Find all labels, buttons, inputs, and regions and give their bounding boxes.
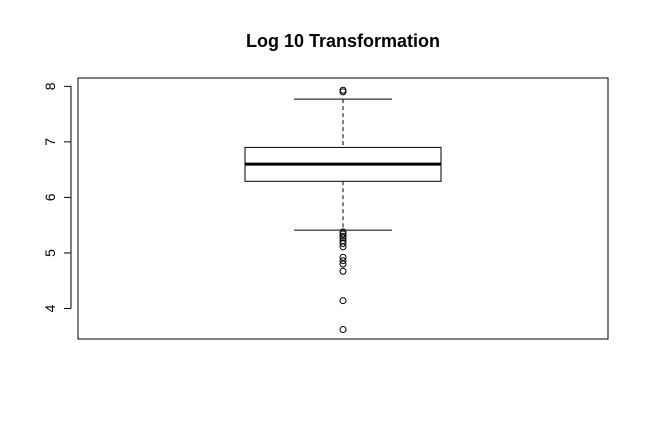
outlier-point xyxy=(339,257,347,265)
outlier-point xyxy=(339,239,347,247)
chart-title: Log 10 Transformation xyxy=(246,31,440,51)
boxplot xyxy=(244,98,442,231)
y-tick-label: 6 xyxy=(42,193,58,201)
outlier-point xyxy=(339,260,347,268)
outlier-point xyxy=(339,253,347,261)
y-axis: 4 5 6 7 8 xyxy=(42,82,72,312)
y-tick-label: 7 xyxy=(42,138,58,146)
outlier-point xyxy=(339,297,347,305)
y-tick-label: 4 xyxy=(42,304,58,312)
outlier-point xyxy=(339,326,347,334)
outlier-point xyxy=(339,243,347,251)
outlier-points xyxy=(339,86,347,334)
outlier-point xyxy=(339,230,347,238)
plot-frame xyxy=(77,77,609,340)
outlier-point xyxy=(339,267,347,275)
outlier-point xyxy=(339,86,347,94)
y-tick-label: 8 xyxy=(42,82,58,90)
y-tick-label: 5 xyxy=(42,249,58,257)
